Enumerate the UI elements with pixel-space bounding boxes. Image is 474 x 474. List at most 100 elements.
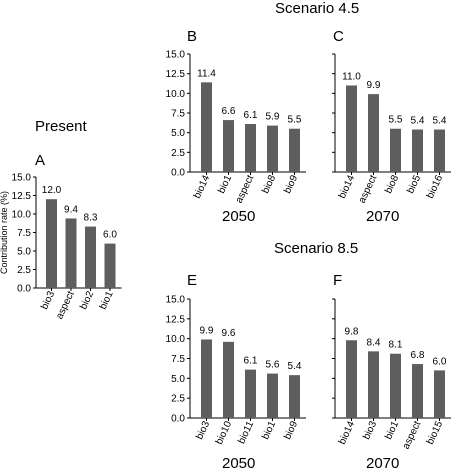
panel-e-ytick-label-6: 15.0 [166,295,186,306]
panel-a-category-label-2: bio2 [78,289,96,311]
panel-c-bar-2 [390,128,401,172]
panel-c-value-label-2: 5.5 [389,115,403,126]
panel-a-bar-1 [65,218,77,288]
panel-a-ytick-label-2: 5.0 [17,247,31,258]
panel-a-value-label-0: 12.0 [42,185,62,196]
panel-e-value-label-1: 9.6 [222,328,236,339]
panel-a-ytick-label-6: 15.0 [12,173,32,184]
panel-b-category-label-4: bio9 [282,173,300,195]
panel-b-value-label-3: 5.9 [266,112,280,123]
panel-e-value-label-2: 6.1 [244,356,258,367]
panel-c-bar-4 [434,129,445,172]
panel-b-category-label-1: bio1 [216,173,234,195]
panel-e-ytick-label-5: 12.5 [166,314,186,325]
panel-b-category-label-2: aspect [234,173,257,205]
panel-e-value-label-0: 9.9 [200,325,214,336]
panel-f-bar-2 [390,353,401,418]
panel-f-category-label-1: bio3 [361,419,379,441]
panel-e-category-label-0: bio3 [194,419,212,441]
panel-c-bar-0 [346,85,357,172]
year-label-b: 2050 [222,208,256,225]
panel-e-ytick-label-0: 0.0 [171,414,185,425]
year-label-c: 2070 [366,208,400,225]
panel-b-value-label-1: 6.6 [222,106,236,117]
panel-b-ytick-label-2: 5.0 [171,128,185,139]
panel-a-category-label-3: bio1 [98,289,116,311]
panel-a-ylabel: Contribution rate (%) [0,191,9,274]
panel-e-ytick-label-1: 2.5 [171,394,185,405]
panel-a-bar-3 [104,243,116,288]
panel-f-value-label-2: 8.1 [389,340,403,351]
panel-f-category-label-4: bio15 [425,419,445,446]
panel-b-bar-4 [289,128,300,172]
panel-c-bar-1 [368,94,379,172]
panel-a-ytick-label-3: 7.5 [17,228,31,239]
panel-f-value-label-0: 9.8 [345,326,359,337]
panel-b-ytick-label-5: 12.5 [166,69,186,80]
year-label-e: 2050 [222,455,256,472]
panel-c-category-label-3: bio5 [405,173,423,195]
panel-e-bar-4 [289,375,300,418]
panel-c-category-label-2: bio8 [383,173,401,195]
panel-letter-e: E [187,272,198,289]
panel-a-ytick-label-5: 12.5 [12,191,32,202]
panel-c-value-label-3: 5.4 [411,116,425,127]
scenario-85-heading: Scenario 8.5 [274,240,359,257]
panel-letter-c: C [333,28,344,45]
panel-letter-f: F [333,272,343,289]
panel-b-category-label-3: bio8 [260,173,278,195]
panel-b-bar-0 [201,82,212,172]
panel-letter-b: B [187,28,198,45]
panel-e-category-label-1: bio10 [214,419,234,446]
panel-a-bar-0 [46,199,57,288]
panel-e-bar-0 [201,339,212,418]
panel-a-value-label-3: 6.0 [103,230,117,241]
scenario-45-heading: Scenario 4.5 [275,0,360,17]
panel-b-ytick-label-6: 15.0 [166,50,186,61]
panel-e-ytick-label-4: 10.0 [166,334,186,345]
present-heading: Present [35,118,87,135]
panel-b-value-label-4: 5.5 [288,115,302,126]
panel-f-value-label-4: 6.0 [433,356,447,367]
panel-b-value-label-0: 11.4 [197,68,216,79]
panel-e-value-label-3: 5.6 [266,360,280,371]
panel-f-bar-3 [412,364,423,418]
panel-a-value-label-2: 8.3 [84,213,98,224]
panel-f-category-label-0: bio14 [337,419,357,446]
panel-a-bar-2 [85,226,96,288]
panel-e-bar-2 [245,369,256,418]
panel-e-category-label-3: bio1 [260,419,278,441]
panel-b-bar-1 [223,120,234,172]
panel-letter-a: A [35,152,46,169]
panel-e-ytick-label-2: 5.0 [171,374,185,385]
panel-f-bar-4 [434,370,445,418]
panel-e-category-label-2: bio11 [236,419,256,446]
panel-b-value-label-2: 6.1 [244,110,258,121]
panel-e-category-label-4: bio9 [282,419,300,441]
panel-f-value-label-3: 6.8 [411,350,425,361]
panel-c-value-label-0: 11.0 [342,71,361,82]
panel-c-category-label-0: bio14 [337,173,357,200]
panel-a-ytick-label-4: 10.0 [12,210,32,221]
panel-a-category-label-0: bio3 [39,289,57,311]
panel-c-bar-3 [412,129,423,172]
panel-e-ytick-label-3: 7.5 [171,354,185,365]
panel-b-ytick-label-0: 0.0 [171,168,185,179]
panel-f-bar-0 [346,340,357,418]
panel-c-value-label-4: 5.4 [433,116,447,127]
panel-f-bar-1 [368,351,379,418]
panel-c-category-label-1: aspect [357,173,380,205]
panel-f-value-label-1: 8.4 [367,337,381,348]
panel-b-bar-2 [245,124,256,172]
panel-b-ytick-label-3: 7.5 [171,109,185,120]
panel-e-value-label-4: 5.4 [288,361,302,372]
panel-a-ytick-label-1: 2.5 [17,265,31,276]
panel-a-category-label-1: aspect [54,289,77,321]
panel-e-bar-3 [267,373,278,418]
panel-c-value-label-1: 9.9 [367,80,381,91]
panel-f-category-label-2: bio1 [383,419,401,441]
panel-b-category-label-0: bio14 [192,173,212,200]
panel-f-category-label-3: aspect [401,419,424,451]
panel-e-bar-1 [223,341,234,418]
